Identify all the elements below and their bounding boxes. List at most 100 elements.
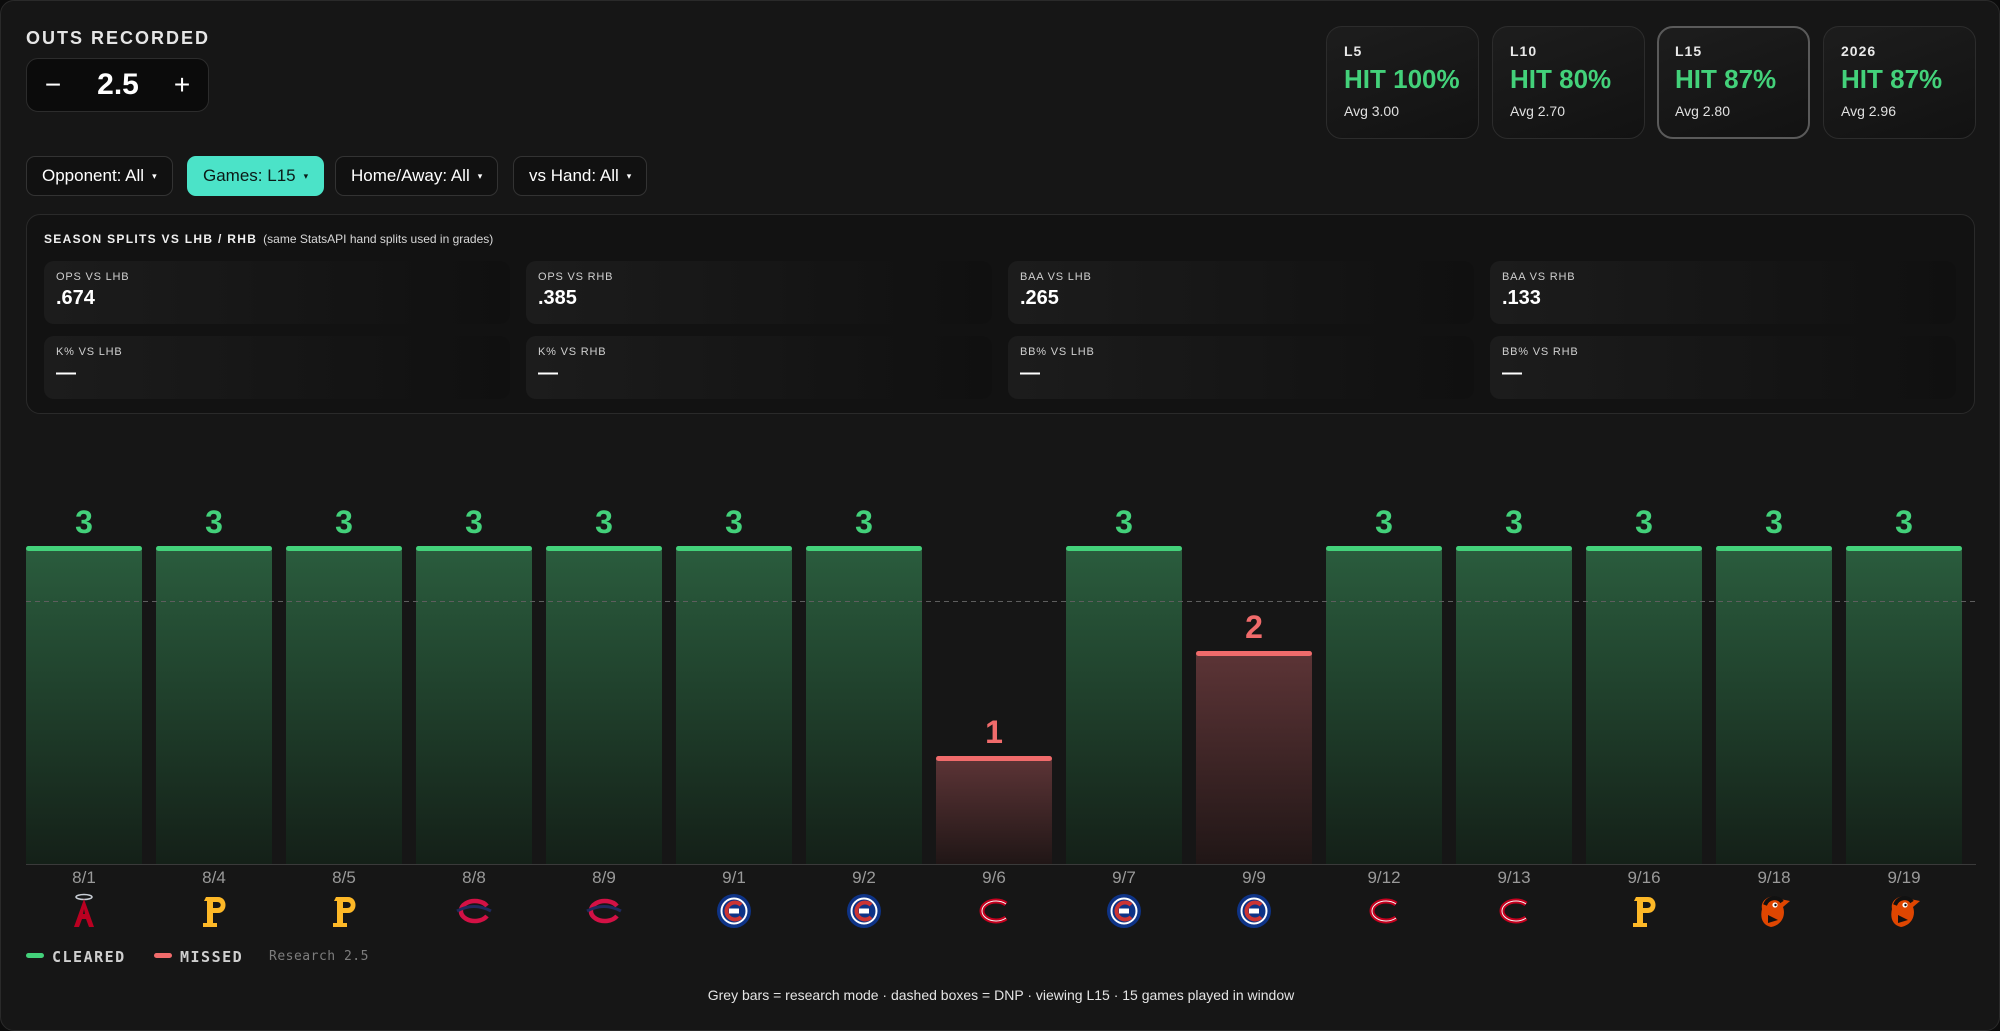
line-stepper: − 2.5 + (26, 58, 209, 112)
filter-opponent-label: Opponent: All (42, 166, 145, 185)
hit-card-window: 2026 (1841, 43, 1877, 59)
date-tick-label: 8/5 (332, 868, 356, 887)
bar-cap (1196, 651, 1312, 656)
footer-note: Grey bars = research mode · dashed boxes… (707, 987, 1295, 1003)
legend-note: Research 2.5 (269, 949, 369, 964)
date-tick-label: 9/18 (1757, 868, 1790, 887)
bar-value-label: 3 (595, 504, 613, 540)
bar-9/1[interactable] (676, 549, 792, 864)
date-tick-label: 8/1 (72, 868, 96, 887)
date-tick-label: 8/8 (462, 868, 486, 887)
bar-9/18[interactable] (1716, 549, 1832, 864)
cubs-logo-icon (717, 894, 751, 928)
bar-value-label: 3 (1115, 504, 1133, 540)
hit-card-avg: Avg 2.80 (1675, 103, 1731, 119)
filter-home-away[interactable]: Home/Away: All ▾ (335, 156, 499, 196)
bar-cap (936, 756, 1052, 761)
bar-cap (286, 546, 402, 551)
hit-card-season[interactable]: 2026 HIT 87% Avg 2.96 (1823, 26, 1976, 139)
stat-baa-vs-lhb: BAA VS LHB .265 (1008, 261, 1474, 324)
hit-card-pct: HIT 100% (1344, 64, 1460, 94)
cubs-logo-icon (847, 894, 881, 928)
bar-9/16[interactable] (1586, 549, 1702, 864)
filter-games-label: Games: L15 (203, 166, 296, 185)
twins-logo-icon (586, 898, 622, 924)
caret-down-icon: ▾ (626, 171, 632, 181)
bar-cap (1716, 546, 1832, 551)
bar-cap (1586, 546, 1702, 551)
reds-logo-icon (1499, 898, 1528, 924)
caret-down-icon: ▾ (303, 171, 309, 181)
bar-9/7[interactable] (1066, 549, 1182, 864)
reds-logo-icon (1369, 898, 1398, 924)
bar-9/2[interactable] (806, 549, 922, 864)
splits-title: SEASON SPLITS VS LHB / RHB (44, 232, 258, 246)
cleared-swatch (26, 953, 44, 958)
orioles-logo-icon (1761, 896, 1790, 927)
bar-8/9[interactable] (546, 549, 662, 864)
metric-label: OUTS RECORDED (26, 28, 211, 48)
date-tick-label: 8/9 (592, 868, 616, 887)
legend-cleared: CLEARED (26, 948, 126, 966)
hit-card-l15[interactable]: L15 HIT 87% Avg 2.80 (1657, 26, 1810, 139)
decrement-button[interactable]: − (44, 69, 62, 100)
bar-cap (676, 546, 792, 551)
caret-down-icon: ▾ (477, 171, 483, 181)
stat-label: BB% VS LHB (1020, 346, 1095, 358)
bar-8/1[interactable] (26, 549, 142, 864)
date-tick-label: 9/7 (1112, 868, 1136, 887)
stat-k-vs-lhb: K% VS LHB — (44, 336, 510, 399)
bar-value-label: 3 (1765, 504, 1783, 540)
hit-card-avg: Avg 2.70 (1510, 103, 1566, 119)
filter-opponent[interactable]: Opponent: All ▾ (26, 156, 173, 196)
bar-9/19[interactable] (1846, 549, 1962, 864)
bar-9/13[interactable] (1456, 549, 1572, 864)
splits-subtitle: (same StatsAPI hand splits used in grade… (263, 232, 494, 246)
stat-ops-vs-lhb: OPS VS LHB .674 (44, 261, 510, 324)
bar-value-label: 3 (75, 504, 93, 540)
bar-8/4[interactable] (156, 549, 272, 864)
filter-vs-hand[interactable]: vs Hand: All ▾ (513, 156, 648, 196)
increment-button[interactable]: + (173, 69, 191, 100)
hit-card-avg: Avg 2.96 (1841, 103, 1897, 119)
hit-card-pct: HIT 87% (1675, 64, 1777, 94)
angels-logo-icon (74, 893, 94, 927)
stat-value: — (56, 362, 76, 384)
date-tick-label: 8/4 (202, 868, 226, 887)
bar-cap (1846, 546, 1962, 551)
stat-value: — (1502, 362, 1522, 384)
bar-9/9[interactable] (1196, 654, 1312, 864)
bar-9/12[interactable] (1326, 549, 1442, 864)
stat-value: .674 (56, 287, 95, 309)
bars-layer (26, 546, 1962, 864)
pirates-logo-icon (1633, 897, 1656, 927)
stat-label: BAA VS LHB (1020, 271, 1092, 283)
stat-baa-vs-rhb: BAA VS RHB .133 (1490, 261, 1956, 324)
bar-cap (1066, 546, 1182, 551)
bar-value-label: 1 (985, 714, 1003, 750)
bar-9/6[interactable] (936, 759, 1052, 864)
date-tick-label: 9/2 (852, 868, 876, 887)
missed-swatch (154, 953, 172, 958)
stat-ops-vs-rhb: OPS VS RHB .385 (526, 261, 992, 324)
stat-value: .385 (538, 287, 577, 309)
stat-value: — (538, 362, 558, 384)
hit-card-l5[interactable]: L5 HIT 100% Avg 3.00 (1326, 26, 1479, 139)
reds-logo-icon (979, 898, 1008, 924)
date-tick-label: 9/16 (1627, 868, 1660, 887)
bar-8/8[interactable] (416, 549, 532, 864)
filter-games[interactable]: Games: L15 ▾ (187, 156, 325, 196)
labels-layer: 38/138/438/538/838/939/139/219/639/729/9… (72, 504, 1921, 928)
bar-cap (156, 546, 272, 551)
bar-value-label: 3 (1635, 504, 1653, 540)
bar-8/5[interactable] (286, 549, 402, 864)
bar-value-label: 2 (1245, 609, 1263, 645)
orioles-logo-icon (1891, 896, 1920, 927)
stat-label: BAA VS RHB (1502, 271, 1576, 283)
hit-card-l10[interactable]: L10 HIT 80% Avg 2.70 (1492, 26, 1645, 139)
hit-card-window: L10 (1510, 43, 1538, 59)
bar-value-label: 3 (465, 504, 483, 540)
bar-value-label: 3 (1505, 504, 1523, 540)
stat-label: OPS VS LHB (56, 271, 130, 283)
